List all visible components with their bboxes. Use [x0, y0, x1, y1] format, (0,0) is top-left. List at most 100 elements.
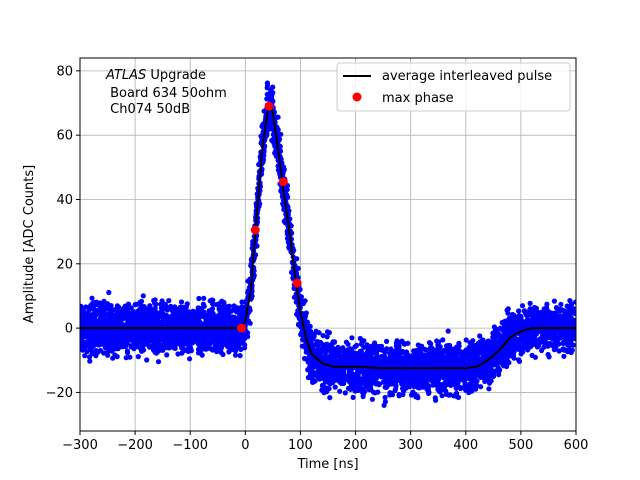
scatter-point: [245, 334, 251, 340]
scatter-point: [361, 380, 367, 386]
scatter-point: [428, 345, 434, 351]
scatter-point: [106, 289, 112, 296]
scatter-point: [568, 331, 575, 337]
scatter-point: [371, 389, 377, 395]
scatter-point: [439, 393, 445, 399]
scatter-point: [418, 372, 424, 378]
scatter-point: [541, 306, 547, 312]
scatter-point: [217, 307, 223, 313]
scatter-point: [368, 384, 374, 390]
scatter-point: [468, 352, 474, 358]
scatter-point: [324, 334, 330, 340]
scatter-point: [201, 295, 207, 301]
scatter-point: [398, 378, 404, 384]
scatter-point: [358, 355, 364, 362]
scatter-point: [421, 381, 427, 387]
scatter-point: [516, 357, 522, 363]
scatter-point: [269, 96, 275, 102]
scatter-point: [531, 304, 538, 311]
scatter-point: [496, 368, 502, 375]
scatter-point: [462, 382, 468, 388]
scatter-point: [204, 345, 211, 351]
scatter-point: [106, 332, 112, 338]
scatter-point: [437, 361, 443, 367]
scatter-point: [324, 341, 330, 347]
scatter-point: [104, 301, 111, 307]
scatter-point: [214, 349, 220, 355]
scatter-point: [245, 330, 251, 336]
scatter-point: [128, 332, 134, 338]
scatter-point: [174, 313, 180, 320]
scatter-point: [209, 333, 215, 339]
scatter-point: [338, 353, 344, 359]
scatter-point: [118, 310, 124, 316]
scatter-point: [377, 358, 383, 364]
scatter-point: [135, 354, 141, 360]
scatter-point: [429, 356, 435, 362]
scatter-point: [328, 357, 335, 363]
scatter-point: [478, 350, 484, 356]
scatter-point: [223, 321, 229, 327]
scatter-point: [157, 328, 163, 334]
scatter-point: [315, 369, 321, 375]
scatter-point: [539, 347, 545, 354]
scatter-point: [196, 295, 202, 302]
scatter-point: [470, 338, 476, 344]
scatter-point: [329, 341, 335, 347]
scatter-point: [105, 352, 111, 358]
scatter-point: [110, 355, 116, 361]
scatter-point: [568, 349, 574, 356]
scatter-point: [158, 301, 164, 307]
scatter-point: [517, 320, 523, 326]
scatter-point: [114, 315, 120, 321]
scatter-point: [430, 350, 436, 356]
scatter-point: [332, 384, 338, 390]
scatter-point: [218, 330, 224, 336]
scatter-point: [183, 304, 189, 310]
scatter-point: [156, 342, 162, 348]
scatter-point: [545, 334, 551, 340]
scatter-point: [297, 286, 303, 293]
scatter-point: [320, 333, 326, 339]
scatter-point: [544, 301, 550, 307]
scatter-point: [140, 313, 146, 320]
scatter-point: [348, 381, 354, 387]
scatter-point: [308, 362, 314, 368]
scatter-point: [231, 323, 237, 329]
scatter-point: [357, 348, 363, 354]
scatter-point: [354, 372, 360, 378]
scatter-point: [220, 351, 226, 358]
scatter-point: [223, 328, 229, 334]
scatter-point: [375, 389, 381, 395]
scatter-point: [478, 345, 484, 351]
scatter-point: [423, 371, 429, 377]
scatter-point: [506, 315, 513, 321]
scatter-point: [519, 303, 526, 309]
scatter-point: [110, 328, 116, 334]
scatter-point: [210, 310, 216, 317]
scatter-point: [343, 339, 349, 345]
scatter-point: [413, 394, 419, 400]
scatter-point: [386, 378, 392, 384]
scatter-point: [472, 342, 478, 349]
scatter-point: [224, 310, 230, 316]
scatter-point: [392, 382, 398, 388]
scatter-point: [99, 335, 105, 342]
scatter-point: [323, 376, 330, 382]
scatter-point: [372, 340, 378, 346]
scatter-point: [433, 356, 439, 362]
scatter-point: [148, 321, 154, 327]
scatter-point: [223, 342, 229, 348]
scatter-point: [85, 311, 92, 317]
scatter-point: [225, 304, 231, 310]
scatter-point: [95, 349, 101, 355]
scatter-point: [549, 335, 555, 342]
scatter-point: [167, 336, 173, 342]
scatter-point: [221, 301, 227, 307]
scatter-point: [135, 315, 142, 321]
scatter-point: [523, 338, 529, 345]
scatter-point: [103, 340, 110, 346]
scatter-point: [560, 340, 566, 347]
scatter-point: [362, 357, 368, 363]
